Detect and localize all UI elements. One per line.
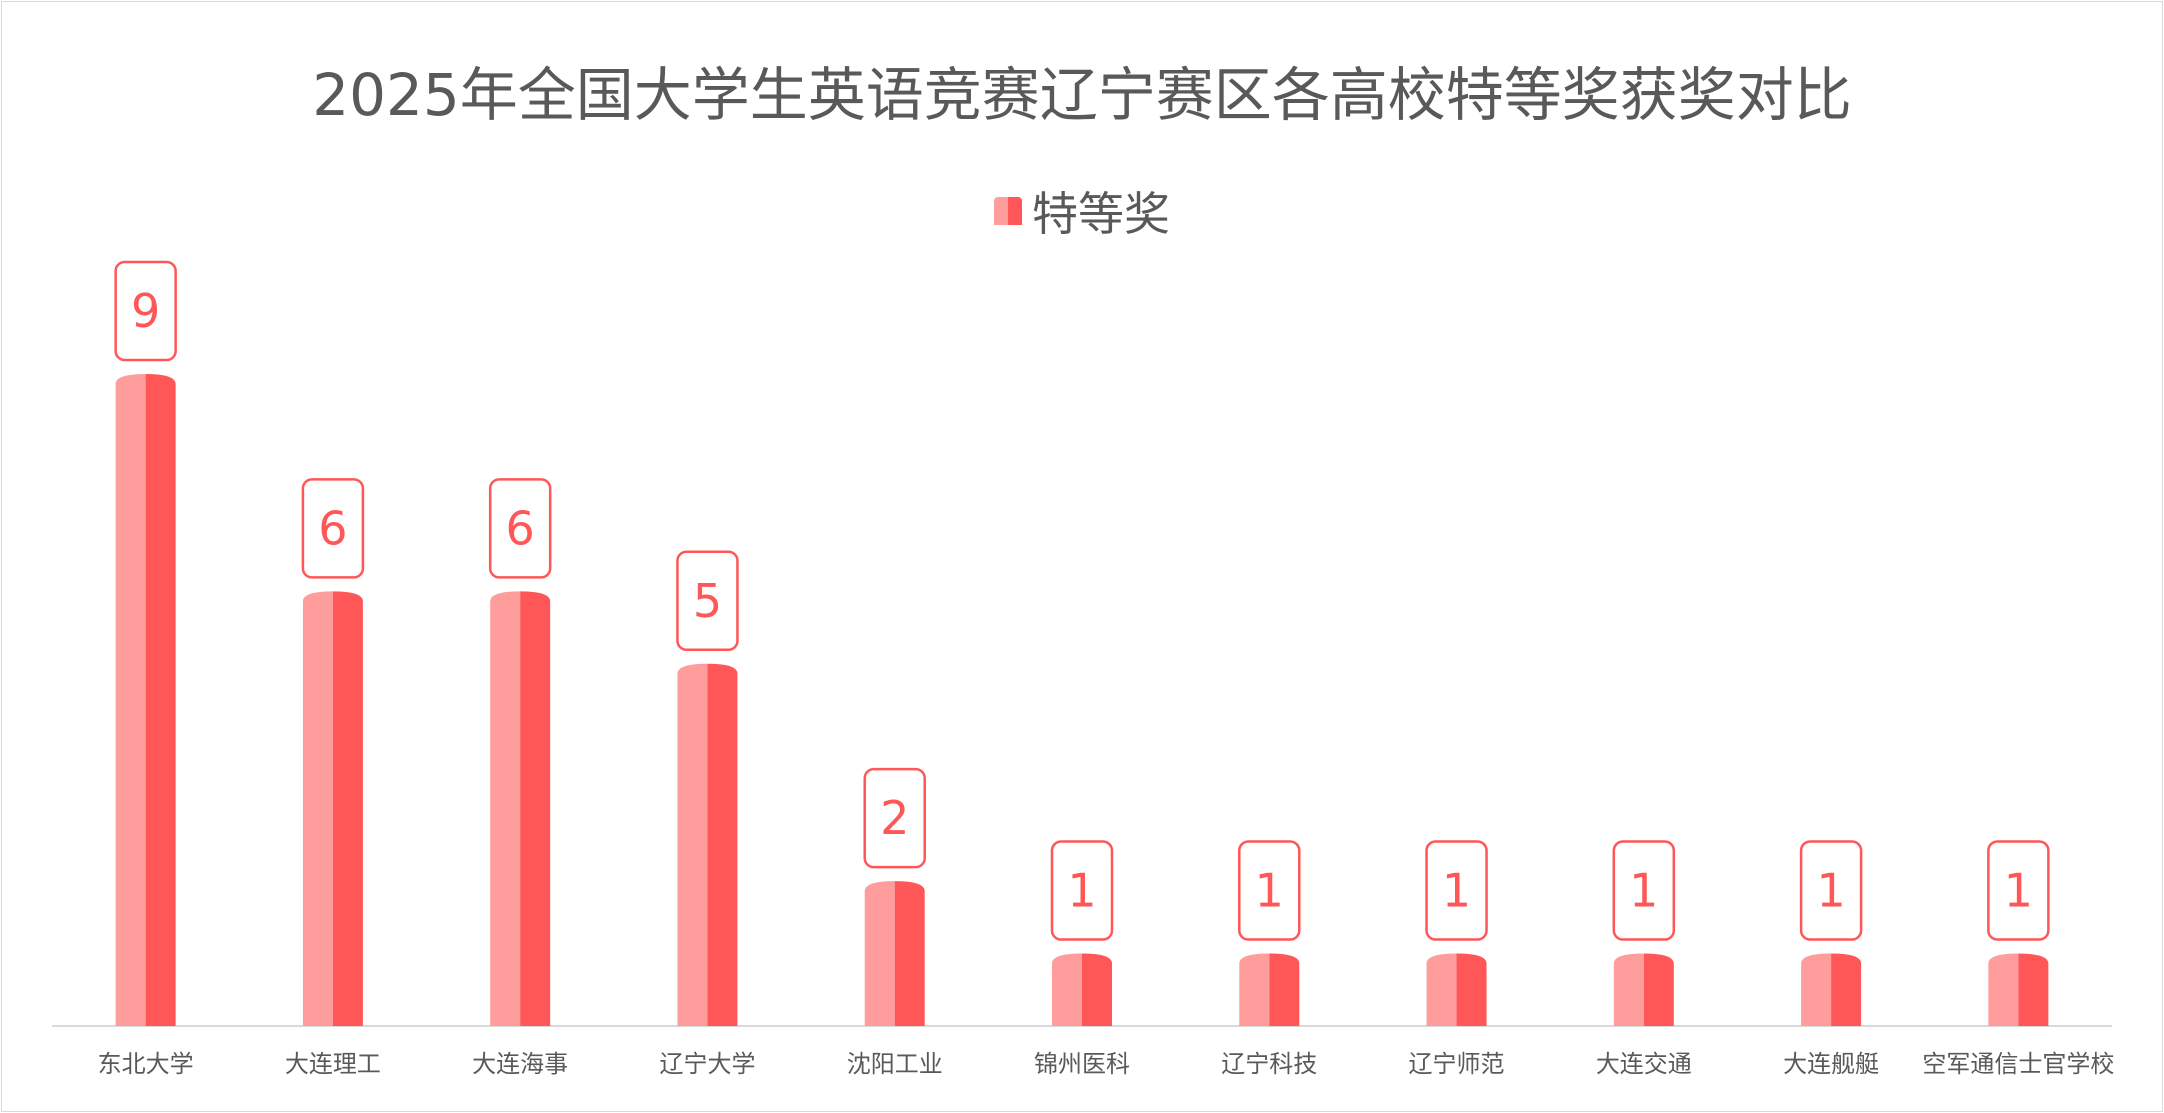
data-label-box (1425, 840, 1488, 941)
data-label-box (114, 260, 177, 362)
data-label-box (1612, 840, 1676, 941)
bar-left-face (1988, 953, 2019, 1026)
labels-group: 9 东北大学 6 大连理工 6 大连海事 5 辽宁大学 2 沈阳工业 1 锦州医科 1 辽宁科技 1 辽宁师范… (98, 260, 2114, 1078)
data-label-box (863, 767, 926, 869)
x-tick-label: 锦州医科 (1034, 1050, 1130, 1078)
data-label: 1 (1442, 864, 1471, 918)
bar (490, 591, 551, 1026)
bars-group (115, 374, 2049, 1026)
data-label-box (1987, 840, 2050, 941)
data-label: 9 (131, 284, 160, 338)
x-tick-label: 沈阳工业 (847, 1050, 943, 1078)
bar (1052, 953, 1112, 1026)
bar-left-face (677, 663, 708, 1026)
data-label-box (301, 478, 365, 579)
data-label-box (1050, 840, 1114, 941)
data-label-box (1238, 840, 1301, 941)
data-label: 1 (1816, 864, 1845, 918)
data-label: 6 (318, 501, 347, 555)
bar-right-face (520, 591, 551, 1026)
bar (1239, 953, 1300, 1026)
bar-left-face (1426, 953, 1457, 1026)
legend-label: 特等奖 (1032, 187, 1170, 241)
bar-right-face (1456, 953, 1487, 1026)
x-tick-label: 空军通信士官学校 (1922, 1050, 2114, 1078)
data-label-box (1799, 840, 1863, 941)
x-tick-label: 辽宁大学 (659, 1050, 755, 1078)
bar-right-face (1831, 953, 1862, 1026)
x-tick-label: 大连理工 (285, 1050, 381, 1078)
bar (1988, 953, 2049, 1026)
data-label: 1 (2004, 864, 2033, 918)
bar (677, 663, 738, 1026)
bar-left-face (490, 591, 521, 1026)
bar-right-face (707, 663, 738, 1026)
bar-left-face (115, 374, 146, 1026)
x-tick-label: 大连舰艇 (1783, 1050, 1879, 1078)
bar (1426, 953, 1487, 1026)
data-label-box (488, 478, 552, 579)
bar-left-face (302, 591, 333, 1026)
data-label: 1 (1255, 864, 1284, 918)
bar-left-face (1613, 953, 1644, 1026)
x-tick-label: 辽宁师范 (1409, 1050, 1505, 1078)
legend: 特等奖 (0, 178, 2164, 244)
bar (1613, 953, 1674, 1026)
bar-right-face (145, 374, 176, 1026)
bar (302, 591, 363, 1026)
bar-left-face (1801, 953, 1832, 1026)
bar-left-face (1239, 953, 1270, 1026)
bar (115, 374, 176, 1026)
bar-right-face (2018, 953, 2049, 1026)
data-label-box (676, 550, 739, 652)
bar-right-face (1269, 953, 1300, 1026)
chart-title: 2025年全国大学生英语竞赛辽宁赛区各高校特等奖获奖对比 (312, 61, 1852, 129)
data-label: 5 (693, 574, 722, 628)
bar-left-face (1052, 953, 1082, 1026)
x-tick-label: 大连交通 (1596, 1050, 1692, 1078)
bar-right-face (332, 591, 363, 1026)
bar-right-face (1082, 953, 1112, 1026)
x-tick-label: 东北大学 (98, 1050, 194, 1078)
bar (1801, 953, 1862, 1026)
x-tick-label: 大连海事 (472, 1050, 568, 1078)
data-label: 2 (880, 791, 909, 845)
data-label: 6 (506, 501, 535, 555)
bar-left-face (864, 881, 895, 1026)
bar-right-face (1643, 953, 1674, 1026)
bar-right-face (894, 881, 925, 1026)
data-label: 1 (1067, 864, 1096, 918)
bar (864, 881, 925, 1026)
data-label: 1 (1629, 864, 1658, 918)
legend-swatch (994, 197, 1022, 225)
x-tick-label: 辽宁科技 (1221, 1050, 1317, 1078)
